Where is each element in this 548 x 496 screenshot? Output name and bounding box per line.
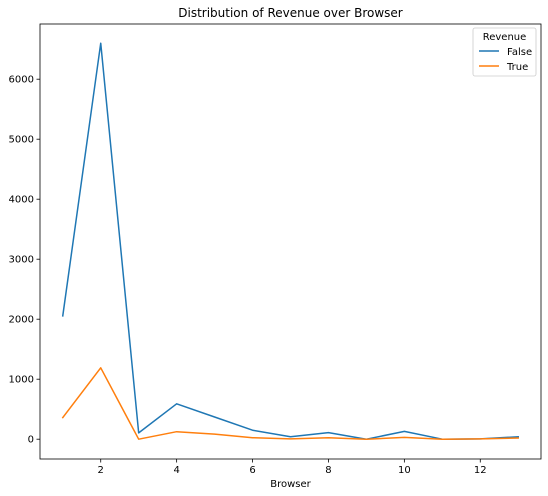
- legend-label-true: True: [506, 62, 528, 73]
- legend: Revenue False True: [472, 27, 537, 77]
- series-line-true: [61, 367, 519, 440]
- x-tick-label: 4: [173, 465, 179, 476]
- series-lines: [61, 42, 520, 440]
- y-axis: 0 1000 2000 3000 4000 5000 6000: [9, 75, 40, 446]
- x-tick-label: 10: [398, 465, 411, 476]
- y-tick-label: 4000: [9, 195, 34, 206]
- x-axis-label: Browser: [270, 479, 311, 490]
- x-tick-label: 6: [249, 465, 255, 476]
- x-tick-label: 8: [325, 465, 331, 476]
- x-tick-label: 2: [98, 465, 104, 476]
- plot-area: [39, 23, 542, 460]
- x-axis: 2 4 6 8 10 12: [98, 459, 487, 476]
- y-tick-label: 0: [28, 435, 34, 446]
- legend-box: [472, 27, 537, 77]
- chart-title: Distribution of Revenue over Browser: [178, 6, 403, 20]
- legend-title: Revenue: [483, 32, 527, 43]
- legend-label-false: False: [507, 47, 532, 58]
- y-tick-label: 5000: [9, 135, 34, 146]
- y-tick-label: 2000: [9, 315, 34, 326]
- x-tick-label: 12: [474, 465, 487, 476]
- y-tick-label: 3000: [9, 255, 34, 266]
- y-tick-label: 1000: [9, 375, 34, 386]
- y-tick-label: 6000: [9, 75, 34, 86]
